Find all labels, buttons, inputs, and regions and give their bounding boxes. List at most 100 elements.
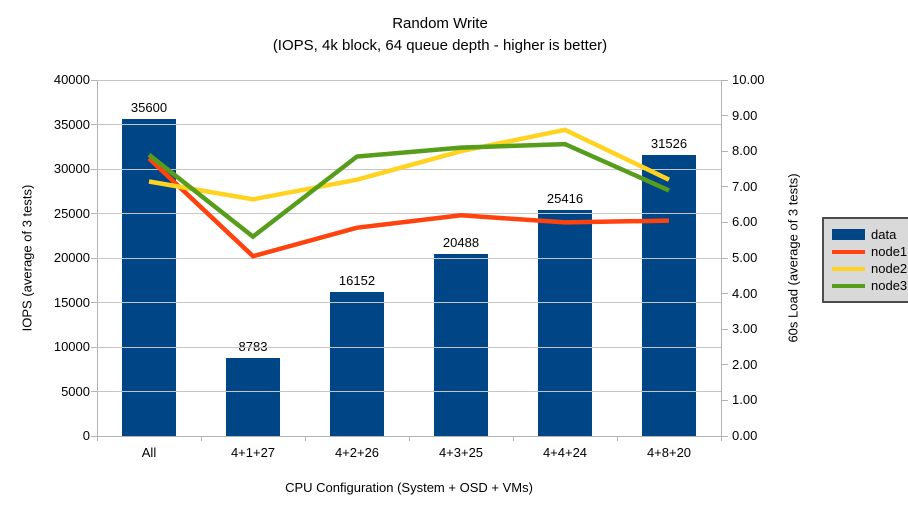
left-axis-tick bbox=[91, 391, 97, 392]
right-axis-tick-label: 8.00 bbox=[732, 143, 758, 159]
right-axis-tick-label: 6.00 bbox=[732, 214, 758, 230]
bar bbox=[434, 253, 488, 436]
bar-data-label: 20488 bbox=[442, 234, 480, 250]
legend-label: node1 bbox=[871, 244, 908, 259]
right-axis-tick-label: 9.00 bbox=[732, 107, 758, 123]
left-axis-tick-label: 20000 bbox=[53, 250, 90, 265]
right-axis-title: 60s Load (average of 3 tests) bbox=[785, 173, 801, 343]
right-axis-tick bbox=[722, 257, 728, 259]
swatch-color bbox=[832, 249, 865, 254]
gridline bbox=[97, 124, 721, 125]
left-axis-tick-label: 40000 bbox=[53, 72, 90, 87]
bar-swatch-icon bbox=[832, 229, 865, 240]
swatch-color bbox=[832, 283, 865, 288]
right-axis-tick-label: 2.00 bbox=[732, 356, 758, 372]
bar-data-label: 35600 bbox=[130, 100, 168, 116]
right-axis-tick bbox=[722, 328, 728, 330]
line-series-layer bbox=[147, 127, 670, 259]
category-label: 4+2+26 bbox=[334, 445, 380, 460]
right-axis-tick-label: 0.00 bbox=[732, 428, 758, 443]
left-axis-tick bbox=[91, 124, 97, 125]
gridline bbox=[97, 213, 721, 214]
legend-label: data bbox=[871, 227, 897, 242]
category-label: 4+3+25 bbox=[438, 445, 484, 460]
category-label: 4+1+27 bbox=[230, 445, 276, 460]
swatch-color bbox=[832, 229, 865, 240]
right-axis-tick-label: 10.00 bbox=[732, 72, 765, 87]
legend-item-data: data bbox=[832, 226, 907, 243]
left-axis-tick bbox=[91, 79, 97, 81]
left-axis-tick-label: 35000 bbox=[53, 116, 90, 132]
right-axis-tick bbox=[722, 221, 728, 223]
line-swatch-icon bbox=[832, 249, 865, 254]
right-axis-tick-label: 7.00 bbox=[732, 178, 758, 194]
x-axis-tick bbox=[513, 436, 514, 441]
gridline bbox=[97, 168, 721, 170]
right-axis-tick-label: 5.00 bbox=[732, 250, 758, 265]
bar bbox=[538, 209, 592, 436]
bar bbox=[226, 357, 280, 436]
legend-label: node3 bbox=[871, 278, 908, 293]
legend-label: node2 bbox=[871, 261, 908, 276]
swatch-color bbox=[832, 266, 865, 271]
gridline bbox=[97, 257, 721, 259]
right-axis-tick bbox=[722, 115, 728, 117]
right-axis-tick bbox=[722, 150, 728, 152]
x-axis-tick bbox=[305, 436, 306, 441]
gridline bbox=[97, 302, 721, 303]
legend-item-node3: node3 bbox=[832, 277, 907, 294]
bar-data-label: 25416 bbox=[546, 190, 584, 206]
chart-title: Random Write bbox=[392, 15, 488, 32]
x-axis-tick bbox=[97, 436, 98, 441]
gridline bbox=[97, 391, 721, 392]
right-axis-tick bbox=[722, 435, 728, 437]
bar bbox=[122, 119, 176, 436]
x-axis-tick bbox=[617, 436, 618, 441]
chart-subtitle: (IOPS, 4k block, 64 queue depth - higher… bbox=[272, 37, 608, 54]
bar-data-label: 31526 bbox=[650, 136, 688, 152]
secondary-y-axis-line bbox=[721, 80, 722, 436]
left-axis-tick-label: 25000 bbox=[53, 205, 90, 221]
line-series-node2 bbox=[148, 127, 670, 202]
left-axis-tick bbox=[91, 213, 97, 214]
x-axis-tick bbox=[409, 436, 410, 441]
gridline bbox=[97, 346, 721, 348]
line-swatch-icon bbox=[832, 266, 865, 271]
line-series-node3 bbox=[147, 141, 670, 240]
line-series-node1 bbox=[147, 156, 670, 259]
left-axis-tick bbox=[91, 435, 97, 437]
category-label: 4+4+24 bbox=[542, 445, 588, 460]
left-axis-tick-label: 0 bbox=[82, 428, 90, 443]
right-axis-tick bbox=[722, 186, 728, 188]
left-axis-tick-label: 30000 bbox=[53, 161, 90, 176]
right-axis-tick bbox=[722, 79, 728, 81]
category-label: All bbox=[141, 445, 157, 460]
left-axis-tick-label: 5000 bbox=[61, 383, 90, 399]
right-axis-tick-label: 4.00 bbox=[732, 285, 758, 301]
left-axis-tick-label: 10000 bbox=[53, 339, 90, 354]
chart-title-block: Random Write (IOPS, 4k block, 64 queue d… bbox=[0, 13, 880, 57]
category-label: 4+8+20 bbox=[646, 445, 692, 460]
bar-data-label: 8783 bbox=[238, 338, 268, 354]
x-axis-tick bbox=[721, 436, 722, 441]
legend-item-node1: node1 bbox=[832, 243, 907, 260]
line-swatch-icon bbox=[832, 283, 865, 288]
bar-data-label: 16152 bbox=[338, 273, 376, 289]
left-axis-tick-label: 15000 bbox=[53, 294, 90, 310]
left-axis-tick bbox=[91, 257, 97, 259]
legend: data node1 node2 node3 bbox=[822, 217, 908, 303]
legend-item-node2: node2 bbox=[832, 260, 907, 277]
x-axis-title: CPU Configuration (System + OSD + VMs) bbox=[285, 480, 533, 495]
plot-area: 35600 8783 16152 20488 25416 31526 bbox=[97, 80, 721, 436]
bar bbox=[642, 155, 696, 436]
left-axis-tick bbox=[91, 168, 97, 170]
right-axis-tick bbox=[722, 293, 728, 295]
x-axis-tick bbox=[201, 436, 202, 441]
right-axis-tick bbox=[722, 364, 728, 366]
right-axis-tick-label: 3.00 bbox=[732, 321, 758, 337]
left-axis-tick bbox=[91, 302, 97, 303]
right-axis-tick-label: 1.00 bbox=[732, 392, 758, 408]
left-axis-tick bbox=[91, 346, 97, 348]
gridline bbox=[97, 79, 721, 81]
